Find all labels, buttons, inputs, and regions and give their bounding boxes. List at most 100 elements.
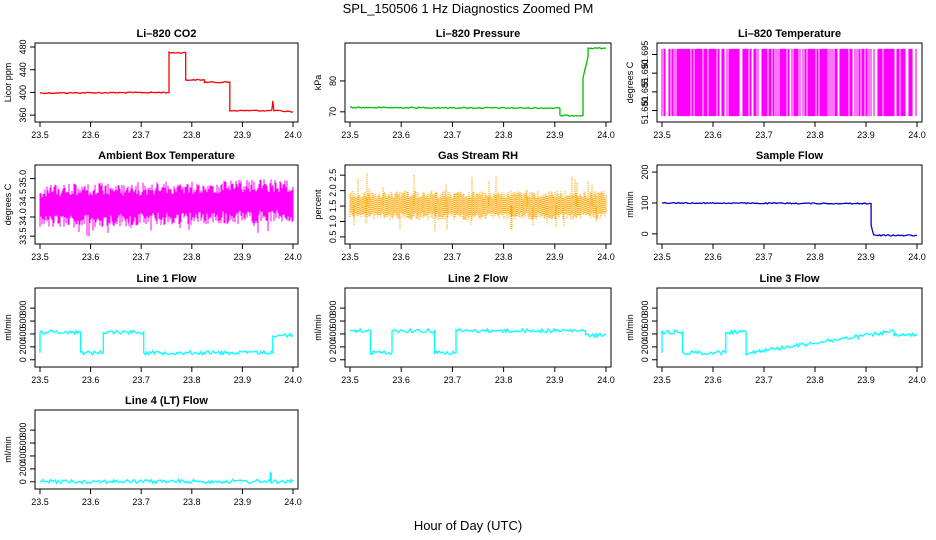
co2-xtick-label: 23.9 (234, 130, 252, 140)
box-temp-xtick-label: 24.0 (284, 252, 302, 262)
line2-series-line (349, 327, 607, 356)
licor-temp-ylabel: degrees C (625, 61, 635, 103)
licor-temp-xtick-label: 23.6 (704, 130, 722, 140)
line1-xtick-label: 23.5 (31, 375, 49, 385)
licor-temp-xtick-label: 23.8 (806, 130, 824, 140)
line1-ytick-label: 0 (18, 357, 28, 362)
line3-xtick-label: 23.7 (755, 375, 773, 385)
co2-ytick-label: 400 (18, 85, 28, 100)
pressure-xtick-label: 23.8 (495, 130, 513, 140)
sample-flow-xtick-label: 23.7 (755, 252, 773, 262)
licor-temp-ytick-label: 51.695 (640, 41, 650, 69)
line2-frame (344, 287, 612, 368)
line2-xtick-label: 23.5 (341, 375, 359, 385)
line2-ytick-label: 800 (328, 301, 338, 316)
co2-ylabel: Licor ppm (3, 63, 13, 103)
line4-xtick-label: 24.0 (284, 497, 302, 507)
co2-ytick-label: 360 (18, 108, 28, 123)
line4-ytick-label: 800 (18, 423, 28, 438)
line1-xtick-label: 23.9 (234, 375, 252, 385)
line1-xtick-label: 23.6 (82, 375, 100, 385)
line1-ylabel: ml/min (3, 314, 13, 341)
box-temp-xtick-label: 23.6 (82, 252, 100, 262)
line1-xtick-label: 24.0 (284, 375, 302, 385)
line4-xtick-label: 23.7 (132, 497, 150, 507)
box-temp-ylabel: degrees C (3, 183, 13, 225)
co2-xtick-label: 23.5 (31, 130, 49, 140)
line3-xtick-label: 24.0 (908, 375, 926, 385)
line2-xtick-label: 23.8 (495, 375, 513, 385)
box-temp-xtick-label: 23.9 (234, 252, 252, 262)
line4-xtick-label: 23.5 (31, 497, 49, 507)
line3-xtick-label: 23.6 (704, 375, 722, 385)
line4-ytick-label: 0 (18, 479, 28, 484)
line4-ylabel: ml/min (3, 436, 13, 463)
sample-flow-title: Sample Flow (756, 150, 824, 162)
line2-ytick-label: 0 (328, 357, 338, 362)
line1-ytick-label: 400 (18, 326, 28, 341)
line1-panel: Line 1 Flow ml/min 23.5 23.6 23.7 23.8 23.9 24.… (3, 273, 302, 385)
co2-panel: Li–820 CO2 Licor ppm 23.5 23.6 23.7 23.8 23.9 2… (3, 28, 302, 140)
line2-ytick-label: 200 (328, 339, 338, 354)
sample-flow-ytick-label: 100 (640, 195, 650, 210)
line3-ytick-label: 0 (640, 357, 650, 362)
line2-xtick-label: 23.6 (392, 375, 410, 385)
line1-series-line (39, 329, 294, 356)
licor-temp-xtick-label: 23.5 (653, 130, 671, 140)
line2-xtick-label: 24.0 (597, 375, 615, 385)
box-temp-xtick-label: 23.7 (132, 252, 150, 262)
line1-frame (34, 287, 299, 368)
co2-xtick-label: 24.0 (284, 130, 302, 140)
line2-title: Line 2 Flow (448, 273, 508, 285)
line2-ylabel: ml/min (313, 314, 323, 341)
line2-panel: Line 2 Flow ml/min 23.5 23.6 23.7 23.8 23.9 24.… (313, 273, 615, 385)
co2-xtick-label: 23.7 (132, 130, 150, 140)
line4-frame (34, 409, 299, 490)
co2-series-line (39, 51, 294, 113)
licor-temp-panel: Li–820 Temperature degrees C 23.5 23.6 23.7 2… (625, 28, 926, 140)
box-temp-ytick-label: 34.0 (18, 208, 28, 226)
line3-title: Line 3 Flow (760, 273, 820, 285)
sample-flow-series-line (661, 201, 917, 237)
rh-ytick-label: 1.5 (328, 200, 338, 213)
rh-series-points (349, 173, 607, 232)
line3-xtick-label: 23.8 (806, 375, 824, 385)
rh-xtick-label: 24.0 (597, 252, 615, 262)
rh-panel: Gas Stream RH percent 23.5 23.6 23.7 23.8 23.9… (313, 150, 615, 262)
licor-temp-xtick-label: 24.0 (908, 130, 926, 140)
line4-ytick-label: 400 (18, 448, 28, 463)
sample-flow-xtick-label: 24.0 (908, 252, 926, 262)
pressure-xtick-label: 23.5 (341, 130, 359, 140)
line4-xtick-label: 23.6 (82, 497, 100, 507)
line4-series-line (39, 471, 294, 485)
pressure-frame (344, 42, 612, 123)
line3-xtick-label: 23.5 (653, 375, 671, 385)
co2-ytick-label: 440 (18, 62, 28, 77)
rh-frame (344, 164, 612, 245)
rh-ylabel: percent (313, 189, 323, 220)
rh-xtick-label: 23.7 (444, 252, 462, 262)
line2-ytick-label: 400 (328, 326, 338, 341)
box-temp-title: Ambient Box Temperature (98, 150, 235, 162)
box-temp-frame (34, 164, 299, 245)
line3-ytick-label: 600 (640, 314, 650, 329)
line1-xtick-label: 23.8 (183, 375, 201, 385)
line3-panel: Line 3 Flow ml/min 23.5 23.6 23.7 23.8 23.9 24.… (625, 273, 926, 385)
rh-ytick-label: 2.5 (328, 169, 338, 182)
pressure-xtick-label: 24.0 (597, 130, 615, 140)
licor-temp-ytick-label: 51.690 (640, 59, 650, 87)
pressure-xtick-label: 23.6 (392, 130, 410, 140)
sample-flow-xtick-label: 23.9 (857, 252, 875, 262)
line1-xtick-label: 23.7 (132, 375, 150, 385)
rh-title: Gas Stream RH (438, 150, 518, 162)
line4-xtick-label: 23.9 (234, 497, 252, 507)
line1-ytick-label: 600 (18, 314, 28, 329)
pressure-panel: Li–820 Pressure kPa 23.5 23.6 23.7 23.8 23.9 24… (313, 28, 615, 140)
x-axis-title: Hour of Day (UTC) (413, 518, 523, 533)
rh-ytick-label: 2.0 (328, 184, 338, 197)
line2-xtick-label: 23.7 (444, 375, 462, 385)
box-temp-panel: Ambient Box Temperature degrees C 23.5 23.6… (3, 150, 302, 262)
line1-title: Line 1 Flow (137, 273, 197, 285)
box-temp-xtick-label: 23.5 (31, 252, 49, 262)
